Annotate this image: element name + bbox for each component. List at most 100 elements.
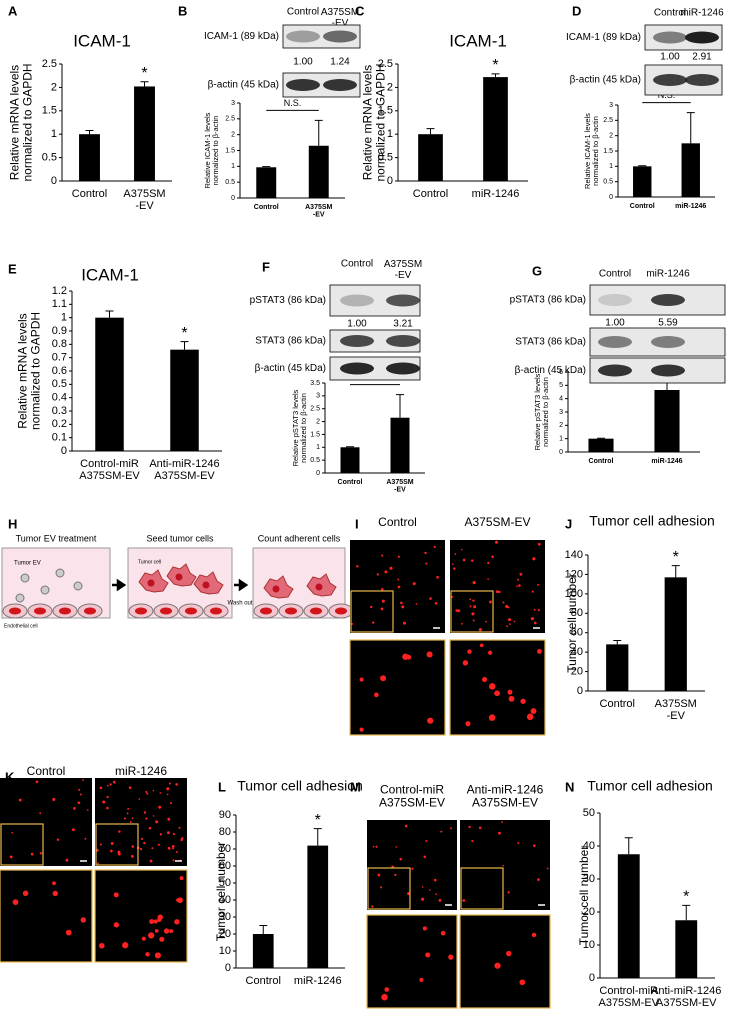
bar bbox=[675, 920, 698, 978]
step-label: Tumor EV treatment bbox=[16, 533, 97, 543]
y-tick-label: 1 bbox=[231, 163, 235, 170]
panel-letter: A bbox=[8, 3, 18, 18]
y-axis-label: Tumor cell number bbox=[565, 573, 579, 673]
tumor-nucleus bbox=[175, 573, 183, 581]
cell-dot bbox=[403, 621, 407, 625]
vesicle bbox=[40, 585, 50, 595]
panel-letter: E bbox=[8, 261, 17, 276]
panel-letter: D bbox=[572, 3, 581, 18]
quantification: 1.00 bbox=[347, 319, 367, 330]
y-tick-label: 30 bbox=[583, 873, 595, 885]
panel-letter: C bbox=[355, 3, 365, 18]
cell-dot bbox=[122, 942, 129, 949]
cell-dot bbox=[145, 790, 148, 793]
cell-dot bbox=[537, 608, 540, 612]
error-bar bbox=[638, 165, 647, 167]
cell-dot bbox=[145, 952, 150, 957]
cell-dot bbox=[425, 840, 428, 843]
cell-dot bbox=[356, 565, 359, 568]
y-axis-label: Relative ICAM-1 levelsnormalized to β-ac… bbox=[583, 113, 600, 189]
y-tick-label: 100 bbox=[565, 588, 583, 600]
error-bar bbox=[259, 925, 268, 934]
cell-dot bbox=[381, 599, 385, 603]
cell-dot bbox=[72, 828, 75, 832]
y-tick-label: 1.5 bbox=[42, 105, 57, 117]
error-bar bbox=[346, 446, 354, 448]
cell-dot bbox=[421, 897, 425, 901]
inset-box bbox=[95, 823, 139, 866]
bar bbox=[483, 77, 508, 181]
cell-dot bbox=[467, 649, 472, 654]
blot-band bbox=[651, 364, 685, 377]
cell-dot bbox=[531, 932, 537, 938]
y-tick-label: 0.5 bbox=[225, 179, 235, 186]
y-tick-label: 1 bbox=[316, 444, 320, 451]
blot-band bbox=[340, 362, 374, 375]
cell-nucleus bbox=[34, 607, 46, 615]
cell-dot bbox=[171, 845, 175, 848]
cell-dot bbox=[519, 979, 526, 986]
y-tick-label: 1.5 bbox=[603, 148, 613, 155]
cell-dot bbox=[154, 929, 159, 933]
cell-dot bbox=[384, 570, 388, 574]
error-bar bbox=[180, 341, 189, 350]
cell-dot bbox=[429, 889, 431, 891]
y-tick-label: 90 bbox=[219, 809, 231, 821]
cell-dot bbox=[533, 621, 537, 625]
bar bbox=[681, 143, 700, 197]
x-tick-label: miR-1246 bbox=[675, 203, 706, 210]
panel-letter: F bbox=[262, 259, 270, 274]
cell-dot bbox=[491, 555, 494, 559]
x-tick-label: A375SM -EV bbox=[305, 204, 332, 219]
cell-dot bbox=[110, 849, 113, 853]
panel-letter: M bbox=[350, 779, 361, 794]
cell-dot bbox=[18, 798, 22, 802]
cell-dot bbox=[130, 854, 134, 858]
cell-nucleus bbox=[84, 607, 96, 615]
cell-dot bbox=[35, 780, 39, 784]
y-tick-label: 0 bbox=[589, 972, 595, 984]
bar bbox=[252, 934, 274, 968]
cell-dot bbox=[84, 837, 87, 840]
cell-dot bbox=[86, 809, 89, 811]
cell-dot bbox=[518, 584, 521, 587]
quantification: 5.59 bbox=[658, 318, 678, 329]
bar bbox=[418, 134, 443, 181]
cell-dot bbox=[99, 786, 103, 790]
cell-dot bbox=[82, 779, 84, 782]
cell-dot bbox=[157, 914, 163, 920]
chart-title: Tumor cell adhesion bbox=[587, 778, 713, 794]
cell-dot bbox=[113, 892, 119, 898]
image-label: A375SM-EV bbox=[464, 515, 530, 529]
y-tick-label: 20 bbox=[571, 665, 583, 677]
error-bar bbox=[396, 394, 404, 418]
x-tick-label: Control bbox=[246, 975, 281, 987]
cell-dot bbox=[397, 585, 401, 589]
cell-dot bbox=[30, 852, 34, 856]
y-tick-label: 0 bbox=[316, 470, 320, 477]
cell-dot bbox=[97, 862, 99, 865]
bar bbox=[95, 317, 124, 451]
cell-dot bbox=[172, 832, 176, 836]
x-tick-label: Control bbox=[413, 188, 448, 200]
y-tick-label: 50 bbox=[219, 877, 231, 889]
cell-dot bbox=[454, 553, 457, 555]
cell-dot bbox=[453, 567, 456, 570]
cell-dot bbox=[402, 653, 409, 660]
y-tick-label: 1.5 bbox=[378, 105, 393, 117]
image-label: Anti-miR-1246 A375SM-EV bbox=[467, 783, 544, 810]
cell-dot bbox=[433, 878, 437, 882]
cell-dot bbox=[369, 605, 373, 609]
x-tick-label: miR-1246 bbox=[651, 458, 682, 465]
cell-dot bbox=[117, 852, 121, 856]
micrograph-zoom bbox=[459, 914, 551, 1009]
cell-dot bbox=[462, 899, 466, 902]
cell-dot bbox=[154, 952, 161, 959]
cell-dot bbox=[450, 827, 452, 830]
micrograph-zoom bbox=[94, 869, 188, 963]
arrow bbox=[234, 578, 249, 592]
y-axis-label: Relative pSTAT3 levelsnormalized to β-ac… bbox=[291, 389, 308, 466]
cell-dot bbox=[457, 609, 461, 613]
cell-dot bbox=[153, 919, 158, 924]
